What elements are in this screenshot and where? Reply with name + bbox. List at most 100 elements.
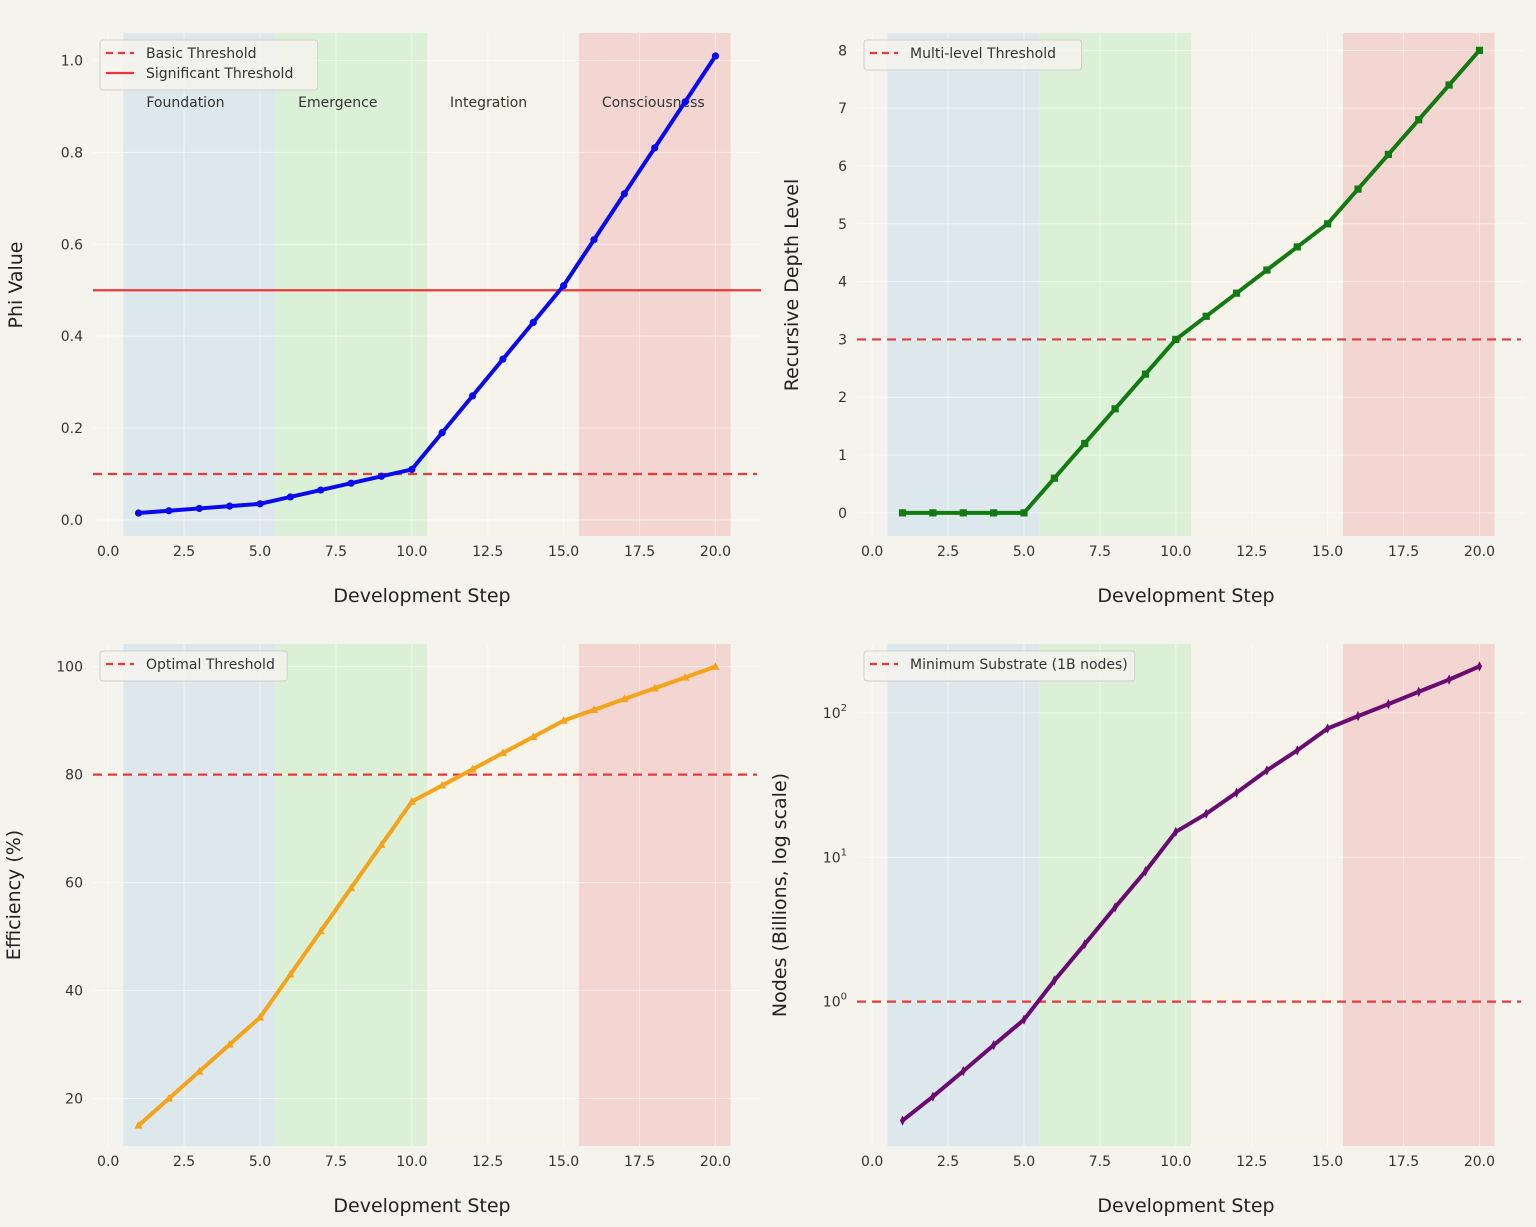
x-tick-label: 12.5 bbox=[1236, 1154, 1267, 1170]
x-tick-label: 10.0 bbox=[396, 544, 427, 560]
data-point bbox=[711, 662, 720, 670]
phase-band bbox=[1039, 33, 1191, 536]
x-tick-label: 20.0 bbox=[1464, 1154, 1495, 1170]
phase-label: Foundation bbox=[146, 95, 224, 111]
x-tick-label: 2.5 bbox=[937, 1154, 959, 1170]
data-point bbox=[559, 716, 568, 724]
data-point bbox=[960, 1066, 966, 1077]
data-point bbox=[1142, 866, 1149, 877]
phase-band bbox=[275, 644, 427, 1146]
data-point bbox=[286, 493, 294, 501]
data-point bbox=[164, 1093, 174, 1102]
x-tick-label: 7.5 bbox=[325, 1154, 347, 1170]
legend-label: Multi-level Threshold bbox=[910, 46, 1056, 62]
x-tick-label: 15.0 bbox=[1312, 1154, 1343, 1170]
y-tick-label: 6 bbox=[838, 159, 847, 175]
y-tick-exponent: 1 bbox=[841, 847, 847, 858]
y-tick-exponent: 0 bbox=[841, 992, 847, 1003]
y-tick-label: 3 bbox=[838, 332, 847, 348]
data-point bbox=[226, 502, 234, 510]
y-tick-label: 2 bbox=[838, 390, 847, 406]
legend-label: Minimum Substrate (1B nodes) bbox=[910, 657, 1128, 673]
x-tick-label: 20.0 bbox=[700, 1154, 731, 1170]
phase-band bbox=[1191, 644, 1343, 1146]
data-point bbox=[1263, 266, 1271, 274]
x-tick-label: 10.0 bbox=[1160, 544, 1191, 560]
x-tick-label: 15.0 bbox=[548, 1154, 579, 1170]
data-point bbox=[1446, 674, 1452, 685]
data-point bbox=[1233, 787, 1240, 798]
phase-band bbox=[887, 644, 1040, 1146]
data-point bbox=[1020, 509, 1028, 517]
phase-band bbox=[427, 644, 579, 1146]
y-tick-label: 5 bbox=[838, 217, 847, 233]
data-point bbox=[346, 883, 356, 892]
x-axis-label: Development Step bbox=[333, 585, 510, 607]
phase-label: Emergence bbox=[298, 95, 377, 111]
x-tick-label: 7.5 bbox=[1089, 1154, 1111, 1170]
phase-band bbox=[123, 644, 276, 1146]
y-tick-label: 20 bbox=[65, 1091, 83, 1107]
data-point bbox=[1202, 312, 1210, 320]
x-tick-label: 20.0 bbox=[700, 544, 731, 560]
x-tick-label: 0.0 bbox=[861, 1154, 883, 1170]
legend-box bbox=[863, 650, 1136, 682]
legend-label: Optimal Threshold bbox=[146, 657, 275, 673]
data-point bbox=[499, 355, 507, 363]
y-tick-label: 7 bbox=[838, 101, 847, 117]
data-point bbox=[899, 1115, 906, 1126]
data-point bbox=[134, 509, 143, 517]
y-tick-label: 0.0 bbox=[61, 513, 83, 529]
x-tick-label: 12.5 bbox=[472, 1154, 503, 1170]
data-point bbox=[650, 683, 659, 692]
data-point bbox=[1081, 439, 1089, 448]
y-tick-label: 4 bbox=[838, 275, 847, 291]
legend: Multi-level Threshold bbox=[863, 39, 1083, 71]
legend: Minimum Substrate (1B nodes) bbox=[863, 650, 1136, 682]
legend-box bbox=[863, 39, 1083, 71]
data-point bbox=[225, 1039, 234, 1048]
x-tick-label: 7.5 bbox=[325, 544, 347, 560]
y-tick-label: 40 bbox=[65, 984, 83, 1000]
data-point bbox=[590, 236, 598, 244]
x-tick-label: 7.5 bbox=[1089, 544, 1111, 560]
y-tick-label: 0 bbox=[838, 506, 847, 522]
data-point bbox=[1082, 939, 1088, 950]
x-tick-label: 17.5 bbox=[624, 1154, 655, 1170]
data-point bbox=[680, 672, 690, 681]
x-tick-label: 15.0 bbox=[548, 544, 579, 560]
x-tick-label: 15.0 bbox=[1312, 544, 1343, 560]
x-tick-label: 0.0 bbox=[97, 1154, 119, 1170]
data-point bbox=[1293, 243, 1301, 251]
data-point bbox=[930, 1091, 936, 1102]
chart-panel-4: 0.0 2.5 5.0 7.5 10.0 12.5 15.0 17.5 20.010010110… bbox=[769, 644, 1525, 1217]
y-tick-label: 101 bbox=[823, 847, 847, 866]
data-point bbox=[408, 465, 416, 473]
y-axis-label: Phi Value bbox=[5, 242, 27, 329]
x-tick-label: 17.5 bbox=[1388, 544, 1419, 560]
data-point bbox=[1021, 1014, 1027, 1025]
data-point bbox=[1415, 116, 1423, 124]
x-axis-label: Development Step bbox=[333, 1195, 510, 1217]
data-point bbox=[1354, 185, 1362, 193]
y-tick-label: 0.4 bbox=[61, 329, 83, 345]
data-point bbox=[620, 190, 628, 198]
y-tick-label: 0.2 bbox=[61, 421, 83, 437]
legend: Basic Threshold Significant Threshold bbox=[99, 39, 319, 91]
y-axis-label: Recursive Depth Level bbox=[781, 179, 803, 392]
data-point bbox=[681, 98, 689, 106]
data-point bbox=[255, 1012, 265, 1021]
phase-band bbox=[1191, 33, 1343, 536]
chart-panel-3: 0.0 2.5 5.0 7.5 10.0 12.5 15.0 17.5 20.0 20 40 60 80… bbox=[3, 644, 761, 1217]
x-tick-label: 20.0 bbox=[1464, 544, 1495, 560]
data-point bbox=[529, 732, 538, 740]
y-tick-label: 0.6 bbox=[61, 237, 83, 253]
y-tick-label: 80 bbox=[65, 768, 83, 784]
y-tick-label: 100 bbox=[823, 992, 847, 1011]
phase-band bbox=[578, 644, 731, 1146]
data-point bbox=[959, 509, 967, 517]
data-point bbox=[317, 486, 325, 494]
y-tick-base: 10 bbox=[823, 850, 841, 866]
phase-band bbox=[275, 33, 427, 536]
